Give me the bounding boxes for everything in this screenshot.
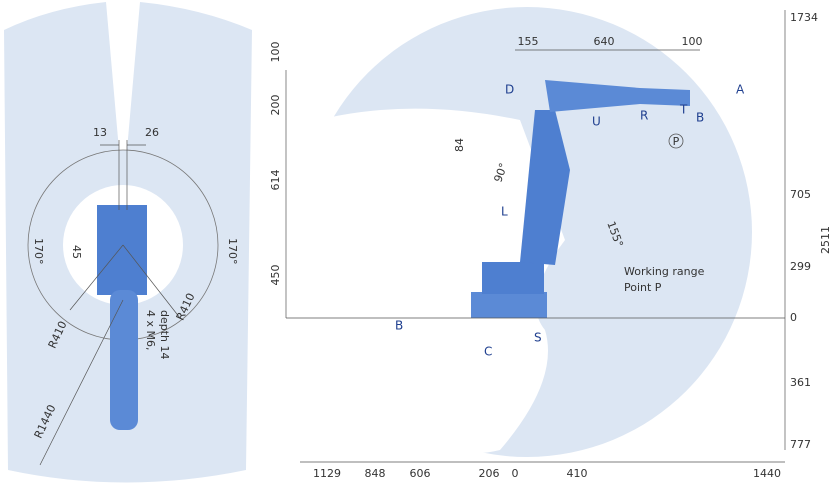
mount-label: 4 x M6, <box>144 310 157 351</box>
dim-label: 100 <box>682 35 703 48</box>
robot-upper-arm <box>545 80 690 112</box>
robot-lower-arm <box>520 110 570 265</box>
dim-label: 606 <box>410 467 431 480</box>
robot-arm <box>110 290 138 430</box>
axis-label: L <box>501 205 508 219</box>
robot-base <box>471 292 547 318</box>
robot-base <box>97 205 147 295</box>
axis-label: T <box>679 103 688 117</box>
angle-label: 170° <box>32 238 45 265</box>
dim-label: 361 <box>790 376 811 389</box>
axis-label: C <box>484 345 492 359</box>
angle-label: 90° <box>491 161 510 184</box>
dim-label: 26 <box>145 126 159 139</box>
dim-label: 0 <box>790 311 797 324</box>
dim-label: 410 <box>567 467 588 480</box>
left-view: 13 26 45 170° 170° R410 R410 4 x M6, dep… <box>4 2 252 483</box>
dim-label: 13 <box>93 126 107 139</box>
dim-label: 2511 <box>819 226 832 254</box>
axis-label: A <box>736 83 745 97</box>
axis-label: B <box>696 111 704 125</box>
dim-label: 299 <box>790 260 811 273</box>
range-cutout <box>296 108 565 454</box>
dim-label: 614 <box>269 170 282 191</box>
dim-label: 705 <box>790 188 811 201</box>
legend: Working range <box>624 265 705 278</box>
mount-label: depth 14 <box>158 310 171 360</box>
dim-line <box>69 244 124 311</box>
dim-label: 84 <box>453 138 466 152</box>
dim-line <box>122 244 181 319</box>
dim-label: 777 <box>790 438 811 451</box>
dim-label: 45 <box>70 245 83 259</box>
dim-label: 206 <box>479 467 500 480</box>
dim-label: 640 <box>594 35 615 48</box>
dim-label: 450 <box>269 265 282 286</box>
point-marker <box>668 133 684 149</box>
dim-label: 0 <box>512 467 519 480</box>
dim-label: 100 <box>269 42 282 63</box>
axis-label: S <box>534 331 542 345</box>
axis-label: R <box>640 109 648 123</box>
angle-label: 170° <box>226 238 239 265</box>
dim-label: 1129 <box>313 467 341 480</box>
point-label: P <box>673 135 680 148</box>
dim-label: 848 <box>365 467 386 480</box>
legend: Point P <box>624 281 662 294</box>
axis-label: U <box>592 115 601 129</box>
dim-label: 1440 <box>753 467 781 480</box>
dim-line <box>39 299 124 466</box>
robot-turn <box>482 262 544 294</box>
dim-label: 155 <box>518 35 539 48</box>
axis-label: B <box>395 319 403 333</box>
right-view: 100 200 84 614 450 155 640 100 1734 705 … <box>269 7 832 480</box>
axis-label: D <box>505 83 514 97</box>
dim-label: 1734 <box>790 11 818 24</box>
dim-label: 200 <box>269 95 282 116</box>
